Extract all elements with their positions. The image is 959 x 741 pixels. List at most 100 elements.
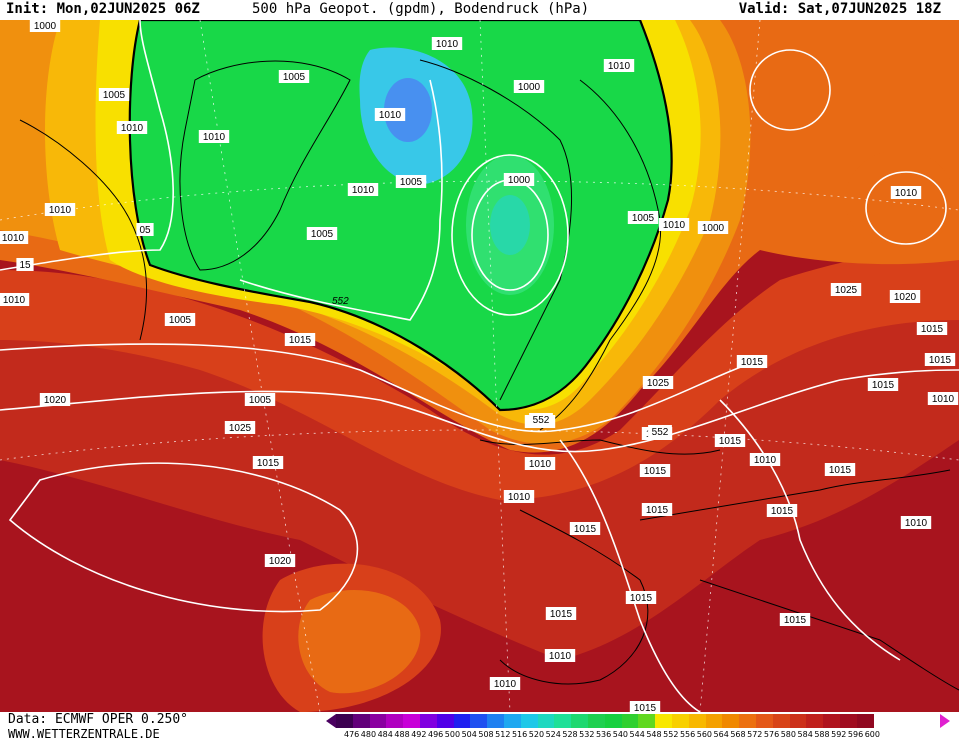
color-scale-label: 480: [360, 730, 377, 739]
isobar-label-text: 1015: [829, 465, 852, 476]
isobar-label-box: [252, 456, 284, 469]
isobar-label-text: 1005: [311, 229, 334, 240]
isobar-label-text: 1000: [518, 82, 541, 93]
color-scale-label: 488: [394, 730, 410, 739]
isobar-label: 15: [16, 258, 34, 271]
color-scale-segment: [806, 714, 824, 728]
isobar-label-box: [766, 504, 798, 517]
isobar-label-box: [44, 203, 76, 216]
isobar-label-box: [867, 378, 899, 391]
color-scale-bar: [336, 714, 874, 728]
isobar-label: 1010: [544, 649, 576, 662]
isobar-label: 1000: [29, 20, 61, 32]
isobar-label-box: [136, 223, 154, 236]
color-scale-segment: [436, 714, 454, 728]
isobar-label-text: 1010: [932, 394, 955, 405]
isobars: [0, 20, 959, 712]
isobar-label: 1010: [0, 231, 29, 244]
isobar-label-box: [924, 353, 956, 366]
color-scale-label: 592: [831, 730, 847, 739]
color-scale-segment: [856, 714, 874, 728]
color-scale-label: 540: [612, 730, 629, 739]
isobar-label-box: [39, 393, 71, 406]
isobar-label-text: 1015: [574, 524, 597, 535]
isobar-label-text: 1005: [169, 315, 192, 326]
isobar-label-text: 1015: [719, 436, 742, 447]
isobar-label: 1010: [374, 108, 406, 121]
color-scale-segment: [571, 714, 588, 728]
color-scale-segment: [671, 714, 689, 728]
color-scale-segment: [823, 714, 840, 728]
isobar-label: 1015: [766, 504, 798, 517]
isobar-label-box: [824, 463, 856, 476]
isobar-label-box: [489, 677, 521, 690]
isobar-label: 1015: [625, 591, 657, 604]
isobar-label-text: 1005: [283, 72, 306, 83]
color-scale-label: 560: [696, 730, 713, 739]
color-scale-segment: [537, 714, 555, 728]
isobar-label-box: [714, 434, 746, 447]
isobar-label: 1010: [503, 490, 535, 503]
isobar-label-box: [697, 221, 729, 234]
color-scale-segment: [755, 714, 773, 728]
isobar-label-text: 1015: [257, 458, 280, 469]
isobar-label-box: [629, 701, 661, 712]
color-scale-label: 564: [713, 730, 729, 739]
isobar-label: 1025: [224, 421, 256, 434]
color-scale-label: 508: [478, 730, 494, 739]
legend-arrow-left-icon: [326, 714, 336, 728]
color-scale-label: 580: [780, 730, 796, 739]
isobar-label-box: [639, 464, 671, 477]
color-scale-segment: [336, 714, 353, 728]
color-scale-label: 576: [763, 730, 780, 739]
isobar-label-text: 1010: [905, 518, 928, 529]
map-title: 500 hPa Geopot. (gpdm), Bodendruck (hPa): [252, 1, 590, 17]
isobar-label: 552: [648, 425, 672, 438]
color-scale-segment: [772, 714, 790, 728]
isobar-label: 1015: [924, 353, 956, 366]
color-scale-label: 536: [595, 730, 612, 739]
isobar-label-box: [395, 175, 427, 188]
color-scale-label: 568: [730, 730, 746, 739]
isobar-label: 1005: [244, 393, 276, 406]
isobar-label-text: 05: [139, 225, 151, 236]
field-red-orange: [0, 240, 959, 500]
isobar-label-box: [431, 37, 463, 50]
color-scale-label: 496: [427, 730, 444, 739]
isobar-label: 1010: [658, 218, 690, 231]
isobar-label: 1010: [489, 677, 521, 690]
color-scale-segment: [520, 714, 538, 728]
isobar-label-text: 1015: [784, 615, 807, 626]
color-scale-segment: [655, 714, 672, 728]
isobar-label-box: [529, 413, 553, 426]
isobar-label-text: 1010: [895, 188, 918, 199]
isobar-label-box: [627, 211, 659, 224]
color-scale-segment: [638, 714, 656, 728]
isobar-label-box: [98, 88, 130, 101]
contour-label-552: 552: [332, 296, 349, 307]
isobar-label: 1000: [503, 173, 535, 186]
isobar-label-text: 1010: [3, 295, 26, 306]
isobar-label: 1010: [431, 37, 463, 50]
color-scale-labels: 476 480 484 488 492 496 500 504 508 512 516 520 524 5…: [344, 730, 882, 739]
isobar-label: 1005: [164, 313, 196, 326]
color-scale-segment: [554, 714, 572, 728]
color-scale-segment: [621, 714, 639, 728]
isobar-label: 1010: [198, 130, 230, 143]
isobar-label: 552: [529, 413, 553, 426]
color-scale-label: 516: [511, 730, 528, 739]
color-scale-label: 500: [444, 730, 461, 739]
color-scale-segment: [604, 714, 622, 728]
isobar-label: 1015: [824, 463, 856, 476]
isobar-label: 1010: [927, 392, 959, 405]
website-url: WWW.WETTERZENTRALE.DE: [8, 727, 160, 741]
color-scale-label: 532: [579, 730, 595, 739]
color-scale-label: 588: [814, 730, 830, 739]
isobar-label-box: [29, 20, 61, 32]
isobar-label-text: 1015: [289, 335, 312, 346]
color-scale-label: 584: [797, 730, 813, 739]
isobar-label-text: 1010: [203, 132, 226, 143]
isobar-label-text: 1025: [229, 423, 252, 434]
isobar-label: 1005: [627, 211, 659, 224]
isobar-label-box: [830, 283, 862, 296]
